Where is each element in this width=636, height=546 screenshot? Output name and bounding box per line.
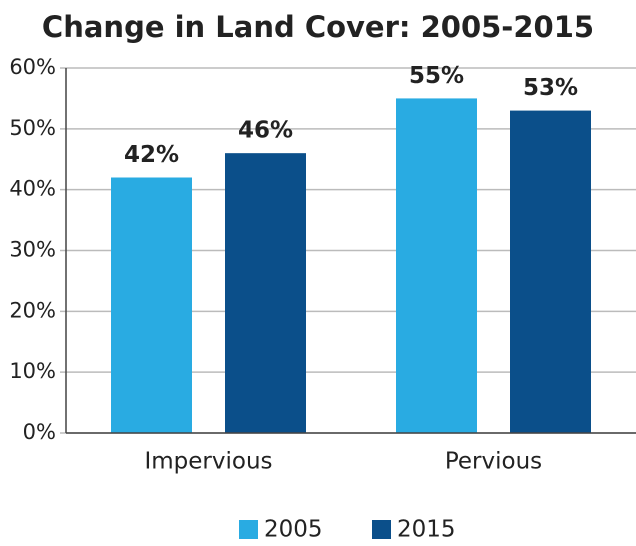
y-tick-label: 60% (9, 55, 56, 79)
legend-label: 2015 (397, 517, 456, 543)
value-label: 46% (238, 118, 293, 144)
y-tick-label: 0% (23, 420, 56, 444)
value-label: 55% (409, 63, 464, 89)
bar (510, 110, 591, 433)
y-tick-label: 40% (9, 177, 56, 201)
value-label: 42% (124, 142, 179, 168)
y-tick-label: 20% (9, 298, 56, 322)
legend-swatch (239, 520, 258, 539)
legend-swatch (372, 520, 391, 539)
y-tick-label: 30% (9, 238, 56, 262)
value-label: 53% (523, 75, 578, 101)
x-tick-label: Pervious (445, 449, 542, 475)
y-tick-label: 10% (9, 359, 56, 383)
chart-title: Change in Land Cover: 2005-2015 (42, 10, 594, 44)
bar (111, 177, 192, 433)
y-tick-label: 50% (9, 116, 56, 140)
x-tick-label: Impervious (144, 449, 272, 475)
bar (396, 98, 477, 434)
bar (225, 153, 306, 433)
legend-label: 2005 (264, 517, 323, 543)
